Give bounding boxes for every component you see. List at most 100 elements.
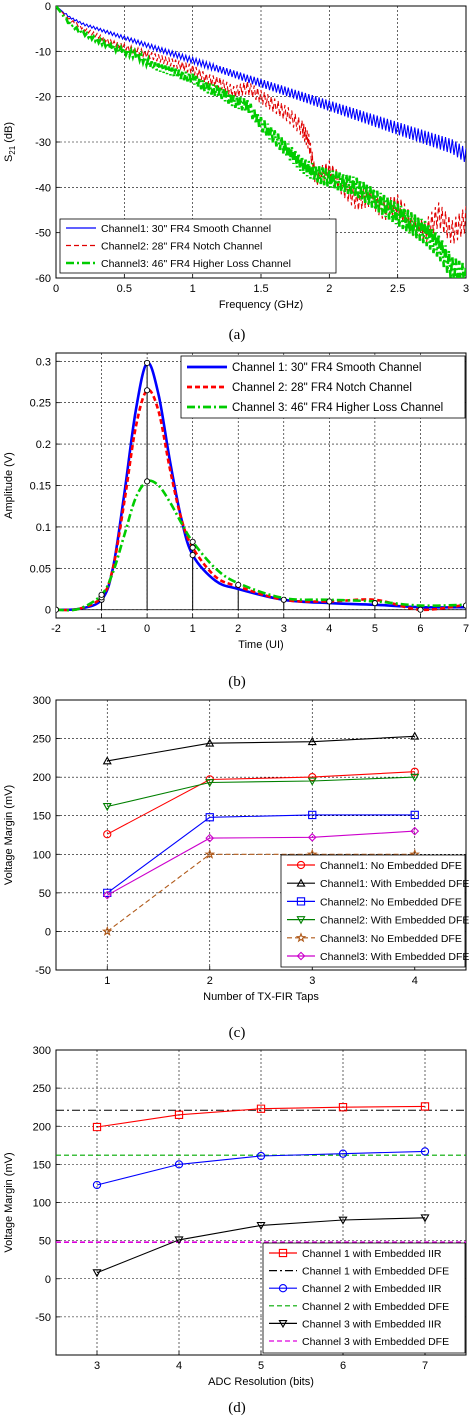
y-tick-label: 300 [33,1045,51,1057]
legend-marker [296,860,306,870]
y-tick-label: 0.05 [30,563,51,575]
legend-marker [296,897,306,906]
sample-point [462,602,466,609]
x-axis-label: ADC Resolution (bits) [208,1376,314,1388]
series-line-2 [96,1150,426,1186]
data-point [174,1160,184,1169]
y-tick-label: 150 [33,1159,51,1171]
chart-panel-b: -2 -1 0 1 2 3 4 5 6 7 0 0.05 0.1 0.15 0.2 0.25 0.3 Time (… [3,352,469,651]
legend-marker [296,916,306,925]
x-tick-label: 4 [176,1360,182,1372]
y-tick-label: 200 [33,772,51,784]
data-point [92,1122,102,1132]
data-point [205,813,214,822]
data-point [420,1102,430,1111]
chart-panel-a: 0 0.5 1 1.5 2 2.5 3 0 -10 -20 -30 -40 -50 -60 Frequenc… [3,1,469,311]
sample-point [280,596,287,603]
x-tick-label: 7 [463,623,469,635]
x-tick-label: 4 [412,975,418,987]
y-tick-label: 300 [33,695,51,707]
y-axis-label-main: S [3,155,15,162]
x-axis-label: Time (UI) [238,639,283,651]
sample-point [144,478,151,485]
legend-label: Channel 3: 46" FR4 Higher Loss Channel [232,402,443,414]
y-tick-label: 0.2 [36,439,51,451]
sample-point [326,598,333,605]
y-tick-label: -50 [35,1312,51,1324]
legend-label: Channel3: With Embedded DFE [320,951,469,963]
data-point [204,848,216,859]
y-tick-label: 100 [33,1198,51,1210]
data-point [256,1221,266,1231]
x-tick-label: 7 [422,1360,428,1372]
sample-point [189,544,196,551]
data-point [307,777,317,786]
x-tick-label: 3 [463,283,469,295]
legend-label: Channel 3 with Embedded DFE [302,1336,449,1348]
legend-label: Channel1: With Embedded DFE [320,878,469,890]
series-line-3 [106,814,415,894]
y-tick-label: 50 [39,1236,51,1248]
legend-label: Channel 3 with Embedded IIR [302,1318,442,1330]
x-tick-label: 2 [235,623,241,635]
x-tick-label: 2.5 [390,283,405,295]
x-tick-label: 6 [417,623,423,635]
series-line-3 [56,6,466,278]
legend-label: Channel 1 with Embedded IIR [302,1248,442,1260]
legend-box [180,355,466,419]
data-point [338,1149,348,1158]
legend-marker [278,1319,288,1329]
legend-label: Channel1: 30" FR4 Smooth Channel [101,223,271,235]
legend-label: Channel3: 46" FR4 Higher Loss Channel [101,258,291,270]
data-point [103,830,112,839]
sample-point [235,581,242,588]
data-point [102,803,112,812]
y-tick-label: 0 [45,605,51,617]
data-point [307,832,317,842]
sample-point [98,591,105,598]
figure-caption: (c) [229,1025,246,1041]
data-layer [56,1102,466,1278]
legend-label: Channel 2 with Embedded IIR [302,1283,442,1295]
x-axis-label: Frequency (GHz) [219,299,303,311]
data-point [307,736,317,746]
legend-label: Channel 2: 28" FR4 Notch Channel [232,382,412,394]
y-tick-label: 100 [33,849,51,861]
x-tick-label: 1 [104,975,110,987]
data-point [410,731,420,740]
data-point [174,1110,184,1119]
series-line-1 [96,1105,426,1128]
y-axis-label: Voltage Margin (mV) [3,785,15,885]
data-point [256,1104,266,1113]
legend-marker [278,1284,288,1293]
series-line-2 [107,735,415,762]
sample-point [189,552,196,559]
y-tick-label: 0 [45,1,51,13]
x-axis-label: Number of TX-FIR Taps [203,991,319,1003]
legend-marker [295,932,307,943]
x-tick-label: 3 [281,623,287,635]
series-line-2 [56,6,466,244]
y-tick-label: -30 [35,137,51,149]
x-tick-label: 2 [207,975,213,987]
y-tick-label: 250 [33,1083,51,1095]
data-layer [56,6,466,278]
x-tick-label: 0 [53,283,59,295]
y-tick-label: -40 [35,182,51,194]
y-tick-label: 0 [45,926,51,938]
data-point [410,773,420,782]
chart-panel-c: 1 2 3 4 -50 0 50 100 150 200 250 300 Number of TX-FI… [3,695,469,1003]
y-axis-label: Voltage Margin (mV) [3,1152,15,1252]
legend-marker [296,878,306,887]
sample-point [144,359,151,366]
x-tick-label: 5 [372,623,378,635]
y-tick-label: -60 [35,273,51,285]
x-tick-label: 4 [326,623,332,635]
figure-caption: (d) [228,1400,246,1416]
x-tick-label: 3 [94,1360,100,1372]
y-axis-label: S21 (dB) [3,122,17,162]
series-line-5 [106,853,415,932]
data-point [256,1151,266,1161]
x-tick-label: 6 [340,1360,346,1372]
x-tick-label: 5 [258,1360,264,1372]
